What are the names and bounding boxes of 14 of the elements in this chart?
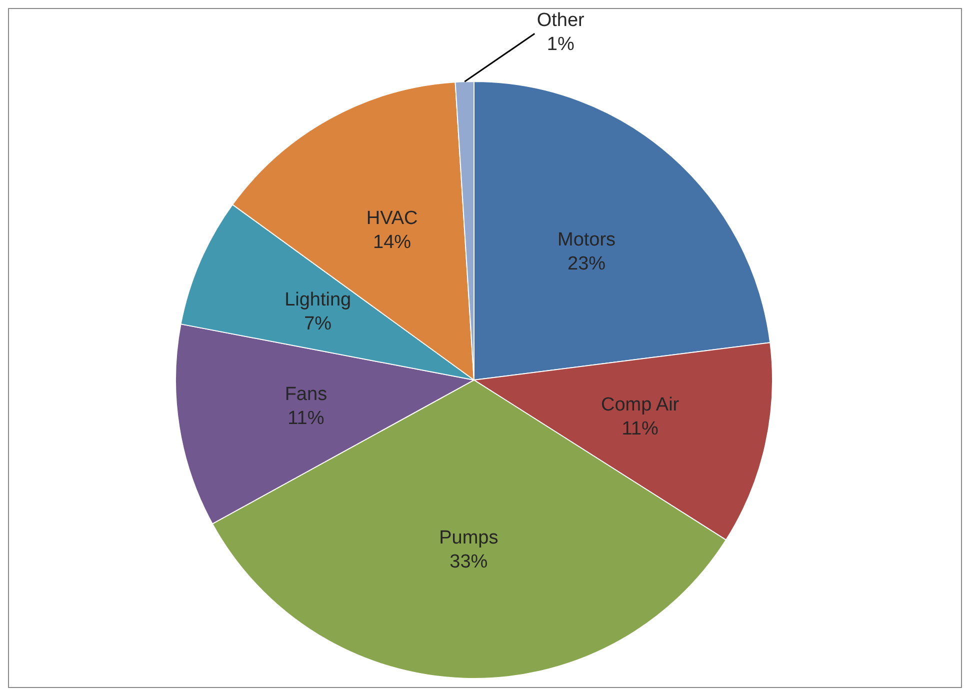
slice-label: Fans bbox=[284, 384, 328, 405]
data-label: 1% bbox=[546, 34, 574, 55]
slice-label: Motors bbox=[557, 230, 616, 251]
data-label: 14% bbox=[373, 232, 412, 254]
data-label: 23% bbox=[568, 254, 606, 275]
slice-label: Other bbox=[536, 10, 586, 31]
slice-label: Lighting bbox=[284, 290, 352, 311]
slice-label: Pumps bbox=[439, 527, 498, 548]
data-label: 7% bbox=[304, 314, 332, 335]
data-label: 33% bbox=[450, 551, 488, 572]
slice-label: HVAC bbox=[366, 208, 418, 230]
slice-label: Comp Air bbox=[600, 394, 680, 416]
data-label: 11% bbox=[288, 408, 324, 429]
data-label: 11% bbox=[622, 418, 658, 440]
